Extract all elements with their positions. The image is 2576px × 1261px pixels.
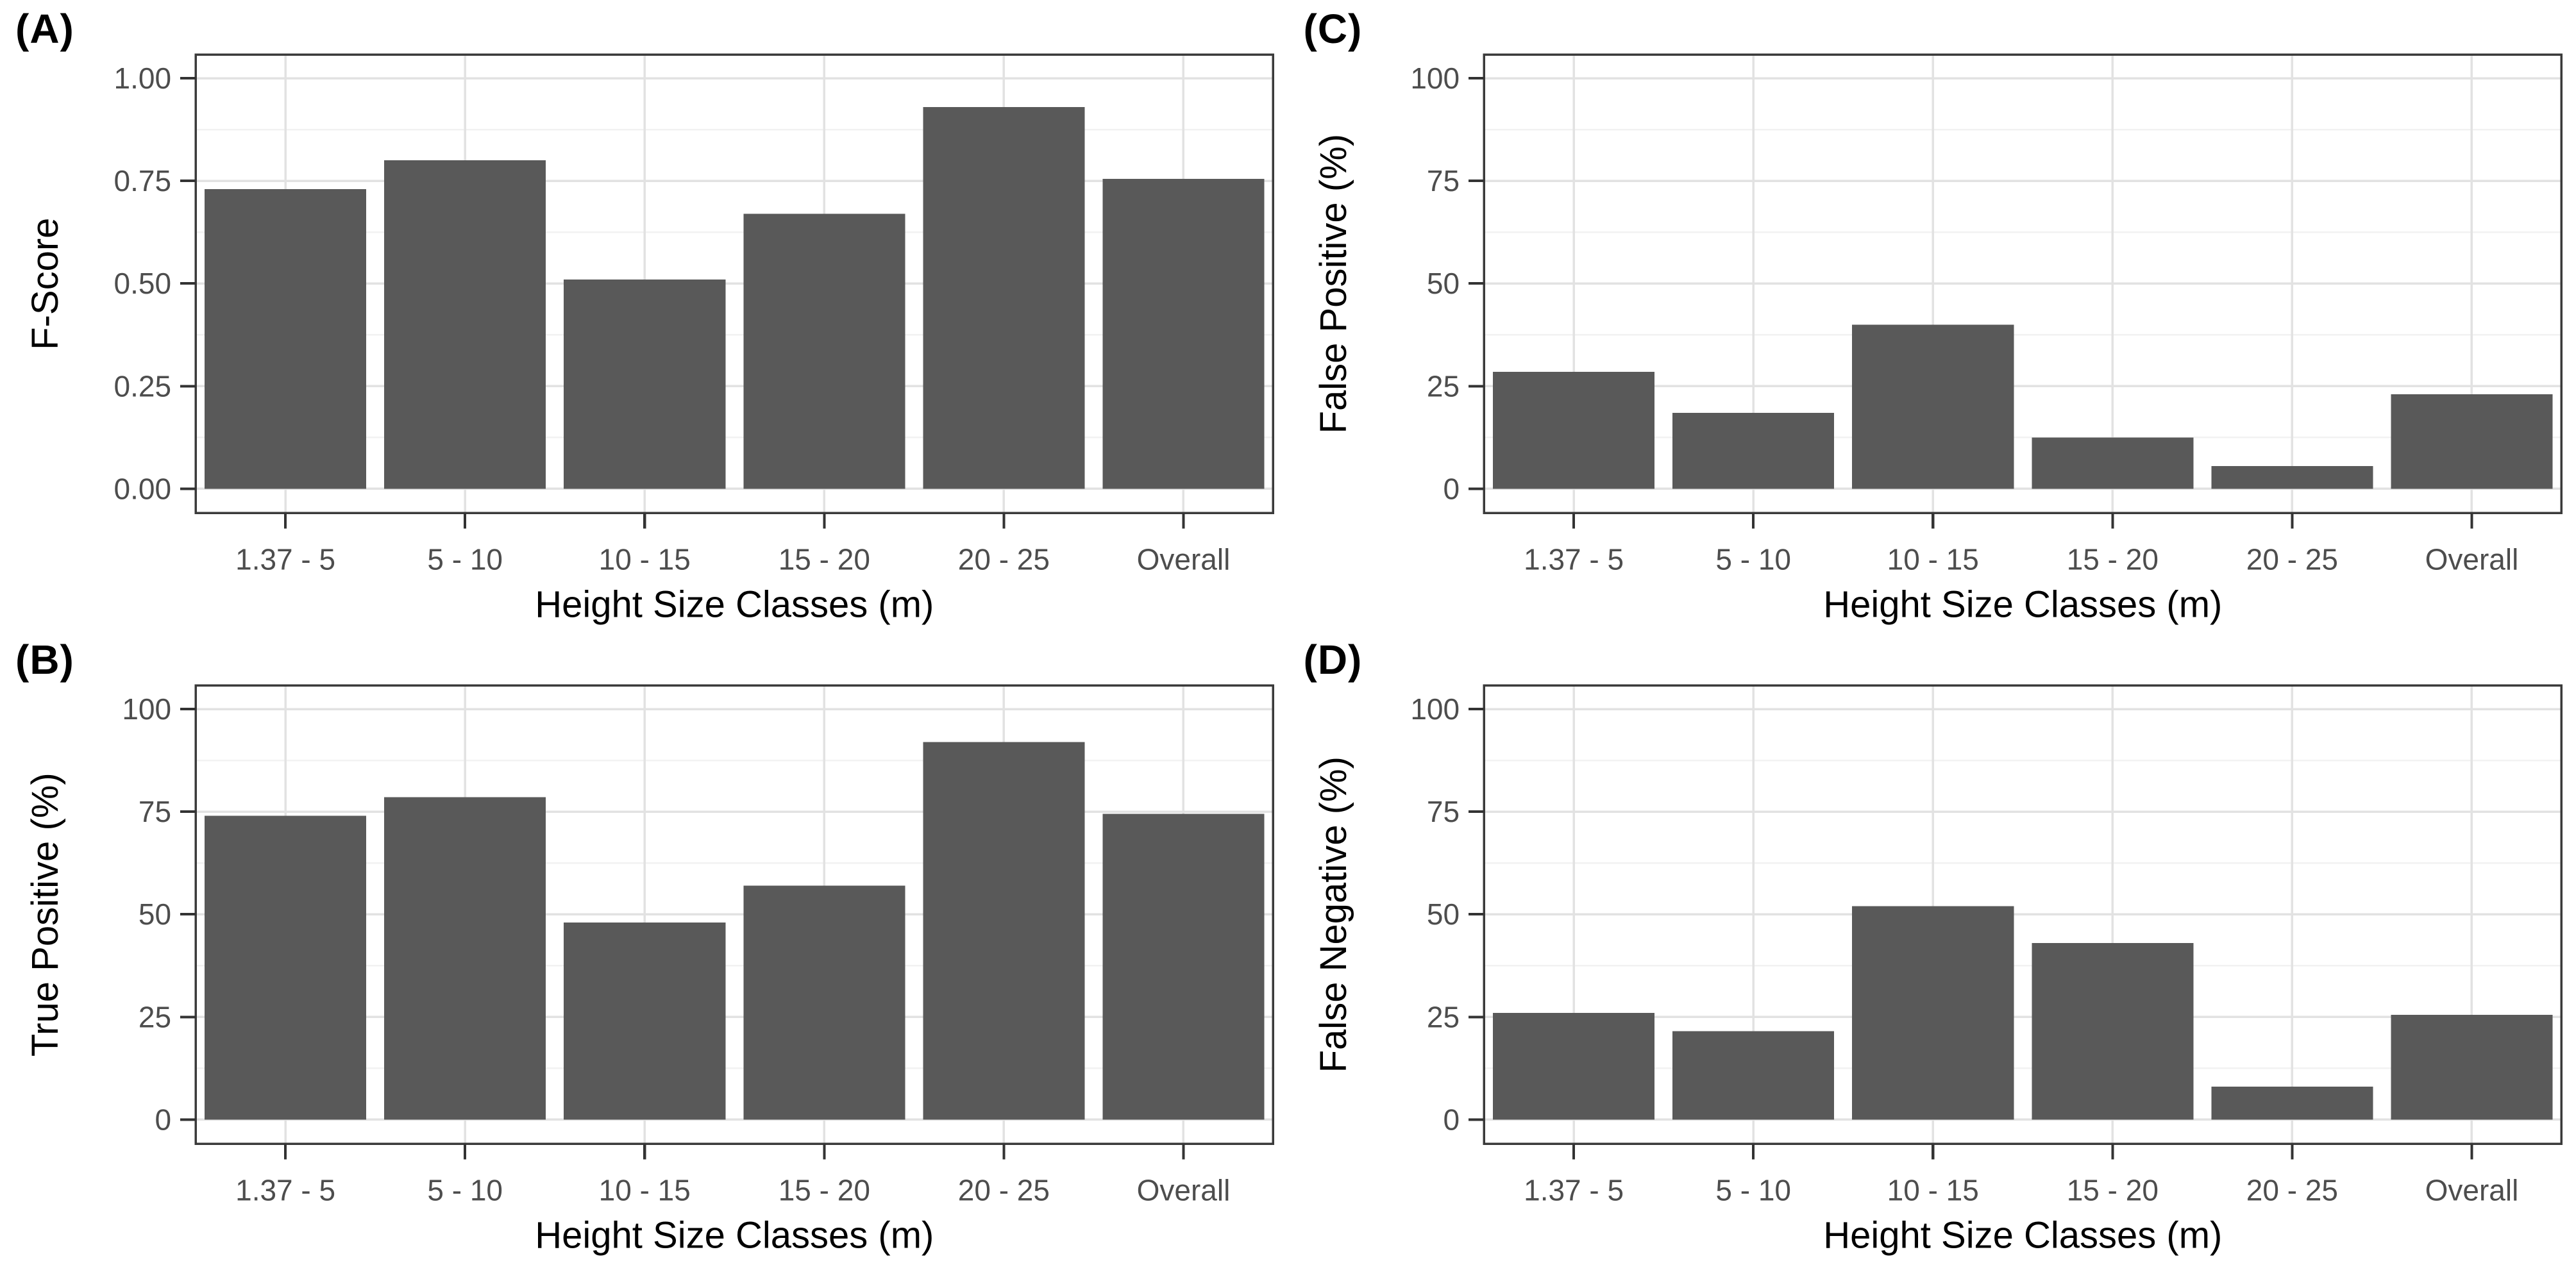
y-tick-label: 75 — [1426, 164, 1459, 197]
y-axis-title: False Positive (%) — [1313, 134, 1354, 434]
x-tick-label: 15 - 20 — [779, 1173, 870, 1207]
x-tick-label: 10 - 15 — [599, 542, 691, 576]
plot-area — [1468, 683, 2563, 1159]
x-tick-label: 1.37 - 5 — [235, 1173, 335, 1207]
x-axis-title: Height Size Classes (m) — [1823, 1214, 2222, 1256]
y-axis-title: F-Score — [24, 218, 66, 350]
x-tick-label: 20 - 25 — [958, 542, 1050, 576]
y-tick-label: 25 — [1426, 1000, 1459, 1033]
bar-Overall — [1102, 178, 1265, 489]
bar-1.37 - 5 — [205, 815, 367, 1119]
bar-20 - 25 — [2210, 1086, 2373, 1119]
x-tick-label: 1.37 - 5 — [235, 542, 335, 576]
x-tick-label: 20 - 25 — [958, 1173, 1050, 1207]
bar-Overall — [2390, 394, 2552, 489]
x-tick-label: 10 - 15 — [599, 1173, 691, 1207]
y-tick-label: 50 — [1426, 267, 1459, 300]
x-tick-label: 15 - 20 — [2066, 1173, 2158, 1207]
bar-15 - 20 — [2031, 437, 2193, 489]
plot-area — [180, 683, 1275, 1159]
bar-20 - 25 — [923, 106, 1085, 489]
panel-a-letter: (A) — [15, 6, 74, 52]
y-tick-label: 75 — [1426, 795, 1459, 828]
x-tick-label: Overall — [2425, 542, 2518, 576]
x-tick-label: 10 - 15 — [1887, 542, 1978, 576]
x-tick-label: 5 - 10 — [427, 542, 503, 576]
bar-Overall — [2390, 1014, 2552, 1119]
y-tick-label: 0 — [1443, 1103, 1460, 1136]
y-tick-label: 1.00 — [114, 62, 172, 95]
bar-5 - 10 — [384, 797, 546, 1119]
bar-10 - 15 — [564, 922, 726, 1119]
panel-d-cell: (D) 0 25 50 75 100 1.37 - 5 5 - 10 10 - 15 15 - … — [1288, 631, 2576, 1261]
panel-a-cell: (A) 0.00 0.25 0.50 0.75 1.00 1.37 - 5 5 - 10 10… — [0, 0, 1288, 631]
bar-5 - 10 — [1672, 412, 1834, 489]
panel-c-chart: 0 25 50 75 100 1.37 - 5 5 - 10 10 - 15 15 - 20 20… — [1313, 53, 2563, 625]
x-tick-label: Overall — [2425, 1173, 2518, 1207]
y-tick-label: 0.50 — [114, 267, 172, 300]
x-tick-label: 1.37 - 5 — [1524, 542, 1624, 576]
bar-15 - 20 — [743, 885, 905, 1119]
x-tick-label: 1.37 - 5 — [1524, 1173, 1624, 1207]
panel-d-chart: 0 25 50 75 100 1.37 - 5 5 - 10 10 - 15 15 - 20 20… — [1313, 683, 2563, 1256]
panel-d-letter: (D) — [1303, 636, 1363, 683]
x-tick-label: 20 - 25 — [2246, 1173, 2337, 1207]
panel-c-letter: (C) — [1303, 6, 1363, 52]
bar-10 - 15 — [1851, 324, 2014, 489]
x-tick-label: 5 - 10 — [1715, 1173, 1791, 1207]
y-tick-label: 0.75 — [114, 164, 172, 197]
bar-20 - 25 — [2210, 466, 2373, 489]
x-tick-label: 15 - 20 — [779, 542, 870, 576]
x-axis-title: Height Size Classes (m) — [535, 583, 934, 625]
panel-b-letter: (B) — [15, 636, 74, 683]
panel-b-chart: 0 25 50 75 100 1.37 - 5 5 - 10 10 - 15 15 - 20 20… — [24, 683, 1275, 1256]
x-tick-label: 20 - 25 — [2246, 542, 2337, 576]
plot-area — [180, 53, 1275, 529]
y-tick-label: 0 — [1443, 472, 1460, 505]
y-tick-label: 0.00 — [114, 472, 172, 505]
bar-1.37 - 5 — [1492, 371, 1654, 489]
x-tick-label: 10 - 15 — [1887, 1173, 1978, 1207]
y-axis-title: False Negative (%) — [1313, 756, 1354, 1073]
y-axis-title: True Positive (%) — [24, 772, 66, 1056]
bar-10 - 15 — [1851, 905, 2014, 1119]
y-tick-label: 0.25 — [114, 369, 172, 403]
y-tick-label: 75 — [139, 795, 171, 828]
y-tick-label: 25 — [139, 1000, 171, 1033]
bar-15 - 20 — [2031, 942, 2193, 1119]
bar-10 - 15 — [564, 279, 726, 489]
x-tick-label: 5 - 10 — [1715, 542, 1791, 576]
x-axis-title: Height Size Classes (m) — [535, 1214, 934, 1256]
bar-1.37 - 5 — [1492, 1012, 1654, 1119]
x-axis-title: Height Size Classes (m) — [1823, 583, 2222, 625]
bar-1.37 - 5 — [205, 188, 367, 489]
plot-area — [1468, 53, 2563, 529]
panel-b-cell: (B) 0 25 50 75 100 1.37 - 5 5 - 10 10 - 15 15 - … — [0, 631, 1288, 1261]
y-tick-label: 100 — [1410, 692, 1460, 726]
panel-a-chart: 0.00 0.25 0.50 0.75 1.00 1.37 - 5 5 - 10 10 - 1… — [24, 53, 1275, 625]
x-tick-label: 5 - 10 — [427, 1173, 503, 1207]
x-tick-label: Overall — [1137, 542, 1231, 576]
y-tick-label: 50 — [1426, 898, 1459, 931]
bar-5 - 10 — [384, 160, 546, 489]
x-tick-label: Overall — [1137, 1173, 1231, 1207]
y-tick-label: 100 — [122, 692, 171, 726]
bar-Overall — [1102, 813, 1265, 1119]
bar-20 - 25 — [923, 741, 1085, 1119]
y-tick-label: 25 — [1426, 369, 1459, 403]
y-tick-label: 0 — [155, 1103, 171, 1136]
bar-15 - 20 — [743, 213, 905, 489]
x-tick-label: 15 - 20 — [2066, 542, 2158, 576]
bar-5 - 10 — [1672, 1031, 1834, 1119]
panel-c-cell: (C) 0 25 50 75 100 1.37 - 5 5 - 10 10 - 15 15 - … — [1288, 0, 2576, 631]
y-tick-label: 100 — [1410, 62, 1460, 95]
y-tick-label: 50 — [139, 898, 171, 931]
